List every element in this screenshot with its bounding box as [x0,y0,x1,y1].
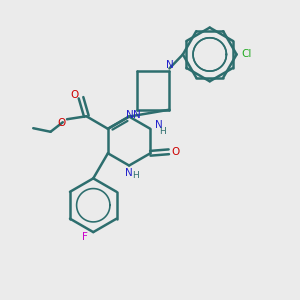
Text: N: N [133,110,140,120]
Text: H: H [160,127,166,136]
Text: N: N [126,110,134,120]
Text: N: N [125,168,133,178]
Text: N: N [166,61,173,70]
Text: O: O [58,118,66,128]
Text: F: F [82,232,88,242]
Text: H: H [132,171,139,180]
Text: O: O [171,147,179,157]
Text: Cl: Cl [241,50,251,59]
Text: N: N [155,120,163,130]
Text: O: O [70,90,79,100]
